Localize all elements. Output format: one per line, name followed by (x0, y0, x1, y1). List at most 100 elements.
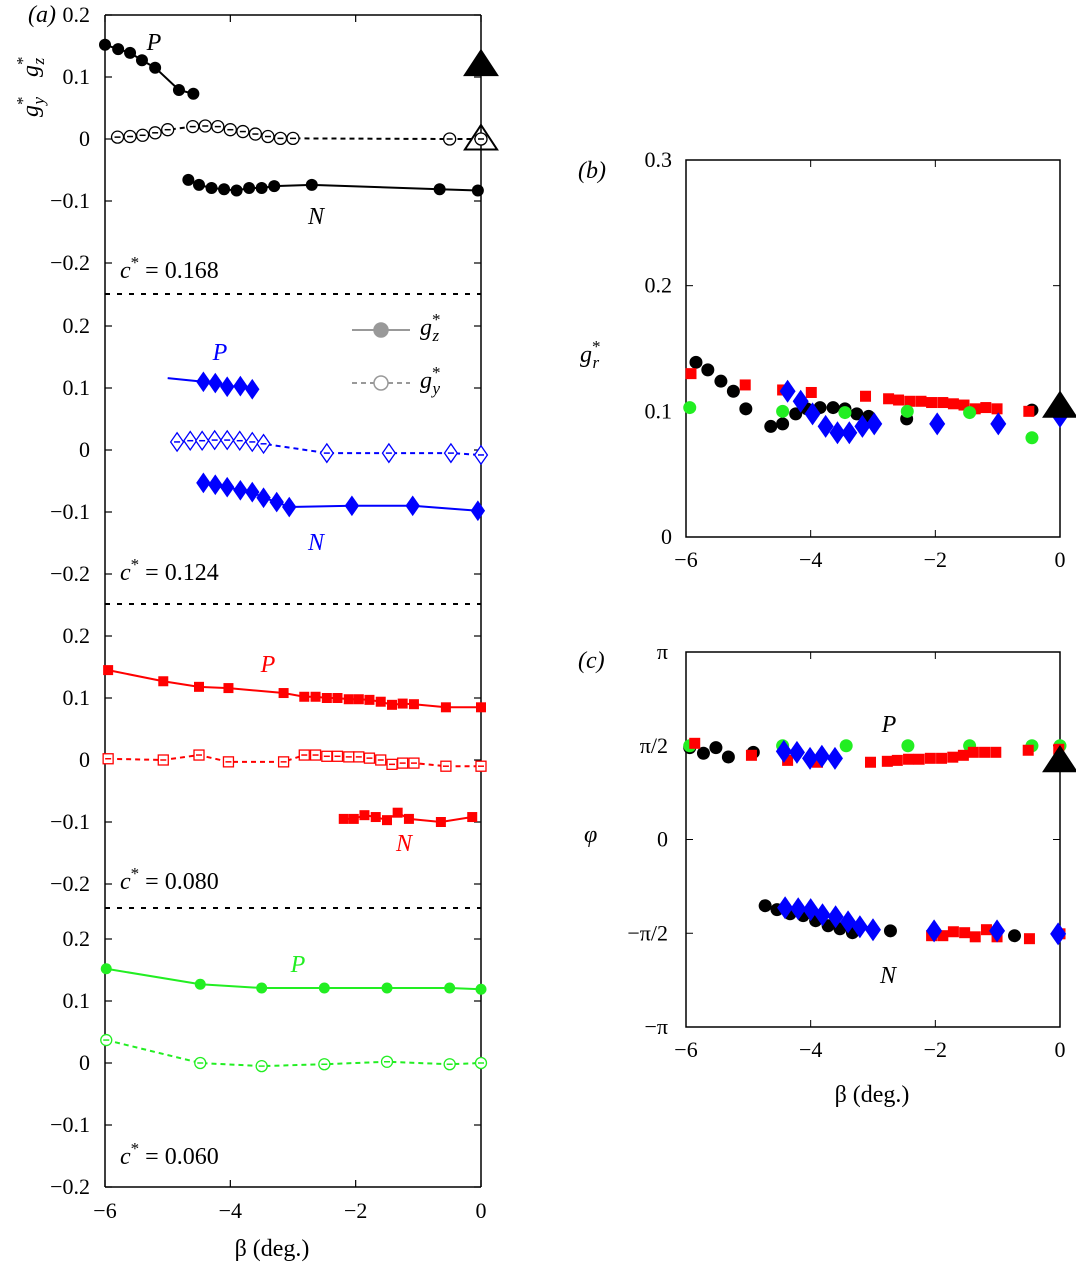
data-point-circle (739, 402, 753, 416)
ylabel-gz-sub: z (29, 58, 48, 66)
data-point-diamond (804, 402, 821, 426)
gz-data-point (408, 699, 419, 710)
y-tick-label: π (657, 639, 668, 664)
data-point-square (685, 368, 697, 380)
y-tick-label: π/2 (640, 733, 668, 758)
data-point-diamond (788, 740, 805, 764)
c-star-annotation-text: = 0.060 (139, 1144, 219, 1170)
gz-data-point (245, 481, 260, 503)
gz-data-point (233, 479, 248, 501)
gz-data-point (218, 183, 231, 196)
data-point-square (883, 393, 895, 405)
y-tick-label: −0.2 (50, 250, 90, 275)
c-star-annotation-base: c (120, 1144, 131, 1170)
c-star-annotation-sup: * (131, 1139, 140, 1158)
data-point-diamond (841, 421, 858, 445)
data-point-square (947, 398, 959, 410)
reference-triangle (463, 123, 499, 151)
data-point-circle (838, 406, 852, 420)
data-point-square (959, 927, 971, 939)
y-axis-label-sub: r (593, 353, 600, 372)
reference-triangle (1042, 744, 1076, 773)
x-axis-label: β (deg.) (235, 1236, 310, 1262)
gz-data-point (343, 694, 354, 705)
data-point-circle (689, 355, 703, 369)
gz-data-point (182, 173, 195, 186)
data-point-square (991, 403, 1003, 415)
legend-label-sup: * (432, 310, 441, 329)
gz-data-point (433, 183, 446, 196)
c-star-annotation: c* = 0.124 (120, 555, 219, 586)
data-point-square (1023, 405, 1035, 417)
panel-a: −6 −4 −2 0β (deg.)(a)g*yg*z0.20.10−0.1−0.2 c… (13, 2, 499, 1262)
gz-data-point (405, 495, 420, 517)
x-axis-label: β (deg.) (835, 1082, 910, 1108)
ylabel-gy: g*y (13, 97, 48, 118)
y-tick-label: 0 (657, 827, 668, 852)
data-point-square (913, 753, 925, 765)
gz-data-point (470, 500, 486, 522)
gz-data-point (208, 474, 223, 496)
ylabel-gz-sup: * (13, 57, 32, 66)
data-point-diamond (851, 915, 868, 939)
ylabel-gz-base: g (18, 65, 44, 77)
legend-label-sup: * (432, 363, 441, 382)
y-tick-label: 0 (79, 1050, 90, 1075)
data-point-square (969, 403, 981, 415)
branch-label-P: P (290, 952, 306, 978)
gz-data-point (220, 376, 235, 398)
data-point-diamond (989, 919, 1006, 943)
data-point-square (924, 752, 936, 764)
gz-data-point (196, 472, 211, 494)
data-point-diamond (802, 746, 819, 770)
x-tick-label: −2 (344, 1198, 367, 1223)
data-point-diamond (790, 897, 807, 921)
branch-label-P: P (260, 652, 276, 678)
legend-label: g* z (420, 310, 441, 345)
data-point-diamond (826, 746, 843, 770)
gz-data-point (269, 491, 284, 513)
gz-data-point (392, 807, 403, 818)
gz-data-point (435, 817, 446, 827)
y-tick-label: −π (644, 1014, 668, 1039)
data-point-circle (764, 419, 778, 433)
data-point-diamond (854, 414, 871, 438)
legend-label: g* y (420, 363, 441, 398)
legend-label-base: g (420, 368, 432, 394)
gz-data-point (256, 487, 271, 509)
c-star-annotation-sup: * (131, 253, 140, 272)
data-point-circle (839, 739, 853, 753)
ylabel-gy-base: g (18, 105, 44, 117)
gz-data-point (196, 371, 211, 393)
data-point-diamond (1050, 922, 1067, 946)
y-tick-label: 0.1 (63, 988, 91, 1013)
reference-triangle (463, 48, 499, 77)
data-point-circle (963, 406, 977, 420)
gz-data-point (99, 38, 111, 51)
branch-label-N: N (395, 831, 414, 857)
data-point-diamond (792, 389, 809, 413)
y-tick-label: 0.2 (63, 2, 91, 27)
data-point-square (936, 752, 948, 764)
gz-data-point (397, 698, 408, 709)
y-tick-label: 0 (79, 747, 90, 772)
gz-data-point (194, 978, 206, 990)
x-tick-label: −4 (799, 1037, 822, 1062)
data-point-circle (701, 363, 715, 377)
gz-data-point (103, 665, 114, 676)
data-point-square (865, 756, 877, 768)
y-axis-label: g*yg*z (13, 57, 48, 118)
gz-data-point (348, 813, 359, 824)
x-tick-label: −4 (219, 1198, 242, 1223)
y-tick-label: −0.2 (50, 871, 90, 896)
data-point-circle (721, 750, 735, 764)
y-tick-label: −0.2 (50, 1174, 90, 1199)
data-point-circle (714, 374, 728, 388)
data-point-square (990, 746, 1002, 758)
y-axis-label-sup: * (592, 337, 601, 356)
data-point-circle (883, 924, 897, 938)
gz-data-point (220, 476, 235, 498)
data-point-square (739, 379, 751, 391)
data-point-circle (696, 746, 710, 760)
